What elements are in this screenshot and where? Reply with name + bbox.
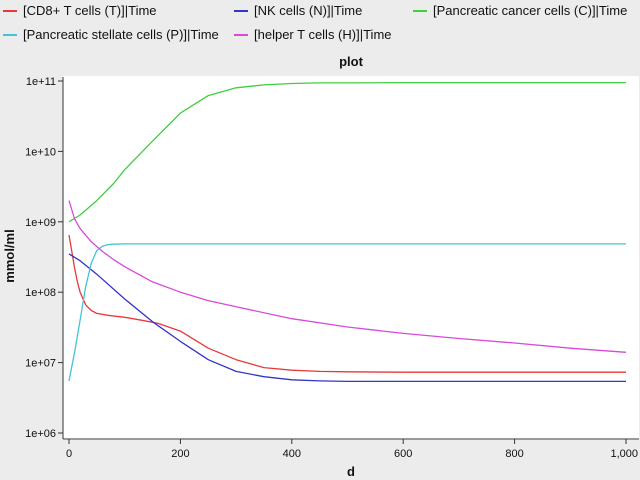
legend-label-2: [Pancreatic cancer cells (C)]|Time	[433, 3, 628, 18]
y-tick-label-2: 1e+08	[25, 287, 56, 299]
legend-item-3: [Pancreatic stellate cells (P)]|Time	[3, 27, 219, 42]
legend-swatch-1	[234, 9, 248, 12]
series-layer	[68, 81, 627, 383]
legend-swatch-0	[3, 9, 17, 12]
legend-swatch-2	[413, 9, 427, 12]
series-line-1	[68, 253, 626, 383]
axes-layer: 1e+06 1e+07 1e+08 1e+09 1e+10 1e+11 0 200 400 600…	[25, 76, 639, 460]
legend-swatch-3	[3, 33, 17, 36]
x-axis-title: d	[347, 464, 355, 479]
legend-item-0: [CD8+ T cells (T)]|Time	[3, 3, 157, 18]
x-tick-label-2: 400	[283, 448, 301, 460]
y-tick-label-5: 1e+11	[26, 76, 56, 88]
y-tick-label-0: 1e+06	[25, 428, 56, 440]
y-tick-label-3: 1e+09	[25, 217, 56, 229]
series-line-2	[68, 81, 626, 223]
legend-item-4: [helper T cells (H)]|Time	[234, 27, 392, 42]
y-tick-label-4: 1e+10	[25, 146, 56, 158]
legend-item-2: [Pancreatic cancer cells (C)]|Time	[413, 3, 627, 18]
series-line-3	[68, 243, 626, 382]
chart-title: plot	[339, 54, 363, 69]
legend-label-1: [NK cells (N)]|Time	[254, 3, 363, 18]
legend-label-3: [Pancreatic stellate cells (P)]|Time	[23, 27, 219, 42]
legend-label-4: [helper T cells (H)]|Time	[254, 27, 392, 42]
y-tick-label-1: 1e+07	[25, 358, 56, 370]
x-tick-label-5: 1,000	[610, 448, 638, 460]
legend-swatch-4	[234, 33, 248, 36]
x-tick-label-4: 800	[505, 448, 523, 460]
series-line-0	[68, 234, 626, 373]
legend-item-1: [NK cells (N)]|Time	[234, 3, 362, 18]
plot-area	[63, 76, 639, 440]
legend: [CD8+ T cells (T)]|Time [NK cells (N)]|Ti…	[0, 0, 640, 46]
series-line-4	[68, 200, 627, 353]
x-tick-label-3: 600	[394, 448, 412, 460]
legend-label-0: [CD8+ T cells (T)]|Time	[23, 3, 157, 18]
y-axis-title: mmol/ml	[2, 229, 17, 282]
x-tick-label-1: 200	[171, 448, 189, 460]
x-tick-label-0: 0	[66, 448, 72, 460]
